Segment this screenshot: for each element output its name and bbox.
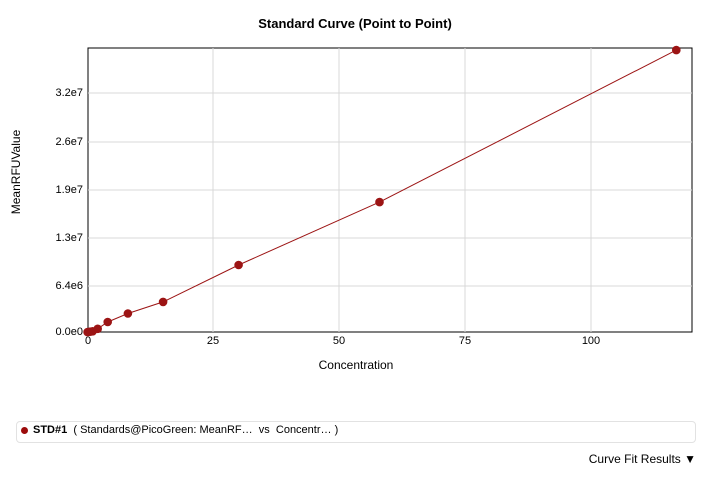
svg-text:1.9e7: 1.9e7 — [55, 184, 83, 196]
svg-text:0: 0 — [85, 335, 91, 347]
svg-text:MeanRFUValue: MeanRFUValue — [9, 129, 23, 214]
svg-text:75: 75 — [459, 335, 471, 347]
svg-text:100: 100 — [582, 335, 600, 347]
svg-text:Concentration: Concentration — [319, 358, 394, 372]
svg-text:1.3e7: 1.3e7 — [55, 232, 83, 244]
svg-text:50: 50 — [333, 335, 345, 347]
svg-text:6.4e6: 6.4e6 — [55, 280, 83, 292]
svg-text:25: 25 — [207, 335, 219, 347]
svg-text:3.2e7: 3.2e7 — [55, 87, 83, 99]
svg-text:2.6e7: 2.6e7 — [55, 136, 83, 148]
svg-text:0.0e0: 0.0e0 — [55, 326, 83, 338]
